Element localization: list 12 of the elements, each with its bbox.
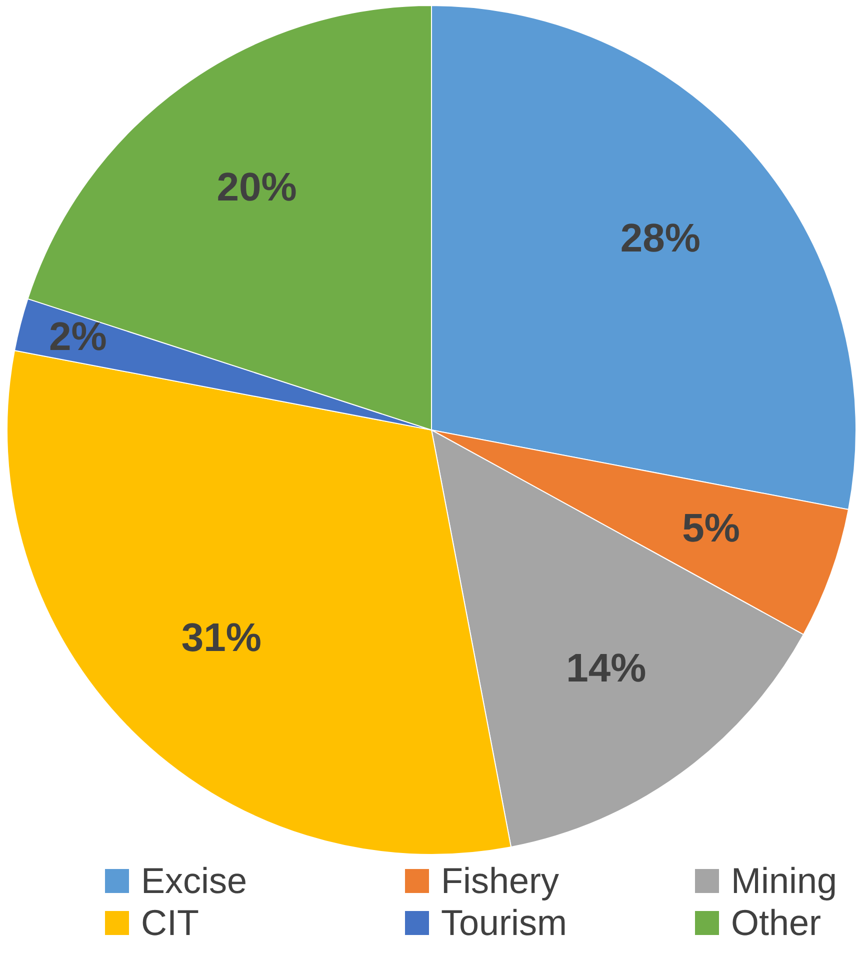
data-label: 20% [216,166,297,210]
data-label: 14% [566,646,646,690]
legend-label: Excise [141,860,248,902]
legend-label: Mining [731,860,838,902]
data-label: 28% [620,216,700,261]
legend-label: Fishery [441,860,560,902]
data-label: 31% [181,616,262,660]
legend-label: Tourism [441,902,568,944]
data-label: 5% [682,506,740,551]
legend-label: CIT [141,902,199,944]
data-label: 2% [48,315,107,360]
legend-label: Other [731,902,822,944]
